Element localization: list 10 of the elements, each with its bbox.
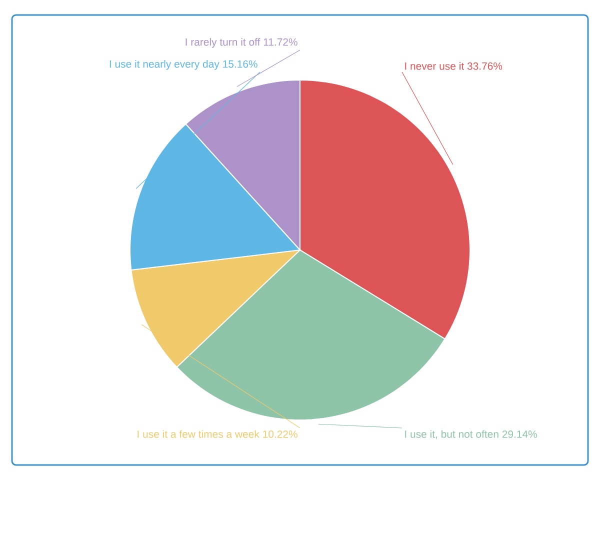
- data-label: 29.14%: [502, 430, 537, 438]
- data-label: 33.76%: [467, 62, 502, 70]
- slice-label: I rarely turn it off: [186, 38, 260, 48]
- slice-label: I use it a few times a week: [138, 430, 260, 438]
- slice-label: I use it, but not often: [405, 430, 498, 440]
- data-label: 15.16%: [223, 60, 258, 68]
- data-label: 10.22%: [263, 430, 298, 438]
- data-label: 11.72%: [264, 38, 298, 46]
- slice-label: I never use it: [405, 62, 464, 70]
- slice-label: I use it nearly every day: [110, 60, 220, 70]
